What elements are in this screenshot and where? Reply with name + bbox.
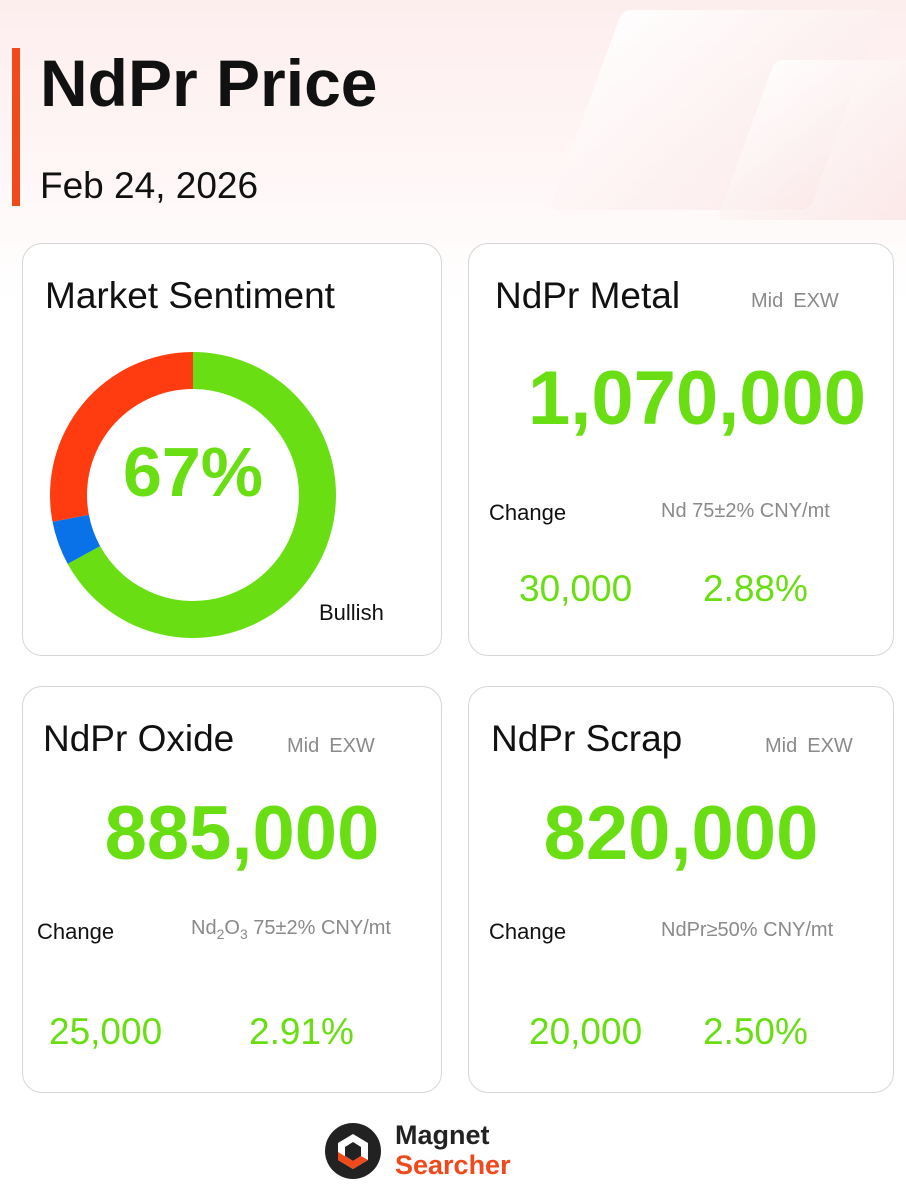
oxide-spec: Nd2O3 75±2% CNY/mt xyxy=(191,917,391,942)
scrap-spec: NdPr≥50% CNY/mt xyxy=(661,919,834,941)
brand-line2: Searcher xyxy=(395,1150,511,1180)
oxide-change-abs: 25,000 xyxy=(49,1011,163,1052)
donut-segment-bearish xyxy=(49,352,194,522)
metal-spec: Nd 75±2% CNY/mt xyxy=(661,500,830,522)
scrap-card: NdPr Scrap Mid EXW 820,000 Change NdPr≥50… xyxy=(468,686,894,1093)
oxide-tag-exw: EXW xyxy=(329,735,375,757)
oxide-spec-o: O xyxy=(224,917,240,939)
scrap-change-label: Change xyxy=(489,919,567,944)
metal-price: 1,070,000 xyxy=(527,356,867,441)
sentiment-title: Market Sentiment xyxy=(45,275,335,316)
metal-change-label: Change xyxy=(489,500,567,525)
title-accent-bar xyxy=(12,48,20,206)
metal-tag-exw: EXW xyxy=(793,290,839,312)
metal-change-abs: 30,000 xyxy=(519,568,633,609)
brand-logo: Magnet Searcher xyxy=(324,1118,564,1184)
metal-title: NdPr Metal xyxy=(495,275,681,316)
oxide-tags: Mid EXW xyxy=(287,735,385,758)
scrap-tag-mid: Mid xyxy=(765,735,798,757)
oxide-price: 885,000 xyxy=(104,791,380,876)
scrap-tags: Mid EXW xyxy=(765,735,863,758)
oxide-tag-mid: Mid xyxy=(287,735,320,757)
oxide-title: NdPr Oxide xyxy=(43,718,235,759)
scrap-price: 820,000 xyxy=(543,791,819,876)
oxide-card: NdPr Oxide Mid EXW 885,000 Change Nd2O3 7… xyxy=(22,686,442,1093)
oxide-change-label: Change xyxy=(37,919,115,944)
oxide-change-pct: 2.91% xyxy=(249,1011,354,1052)
scrap-tag-exw: EXW xyxy=(807,735,853,757)
sentiment-card: Market Sentiment 67% Bullish xyxy=(22,243,442,656)
scrap-change-pct: 2.50% xyxy=(703,1011,808,1052)
donut-segment-neutral xyxy=(52,514,101,564)
scrap-change-abs: 20,000 xyxy=(529,1011,643,1052)
metal-card: NdPr Metal Mid EXW 1,070,000 Change Nd 75… xyxy=(468,243,894,656)
oxide-spec-sub3: 3 xyxy=(239,926,248,942)
page-date: Feb 24, 2026 xyxy=(40,165,259,206)
brand-line1: Magnet xyxy=(395,1120,490,1150)
metal-change-pct: 2.88% xyxy=(703,568,808,609)
page-title: NdPr Price xyxy=(40,46,378,120)
scrap-title: NdPr Scrap xyxy=(491,718,683,759)
metal-tag-mid: Mid xyxy=(751,290,784,312)
oxide-spec-rest: 75±2% CNY/mt xyxy=(247,917,391,939)
sentiment-donut xyxy=(49,352,337,638)
metal-tags: Mid EXW xyxy=(751,290,849,313)
oxide-spec-sub2: 2 xyxy=(216,926,225,942)
sentiment-caption: Bullish xyxy=(319,600,384,625)
magnet-searcher-logo-icon xyxy=(325,1123,381,1179)
oxide-spec-nd: Nd xyxy=(191,917,217,939)
sentiment-percent: 67% xyxy=(122,433,264,511)
